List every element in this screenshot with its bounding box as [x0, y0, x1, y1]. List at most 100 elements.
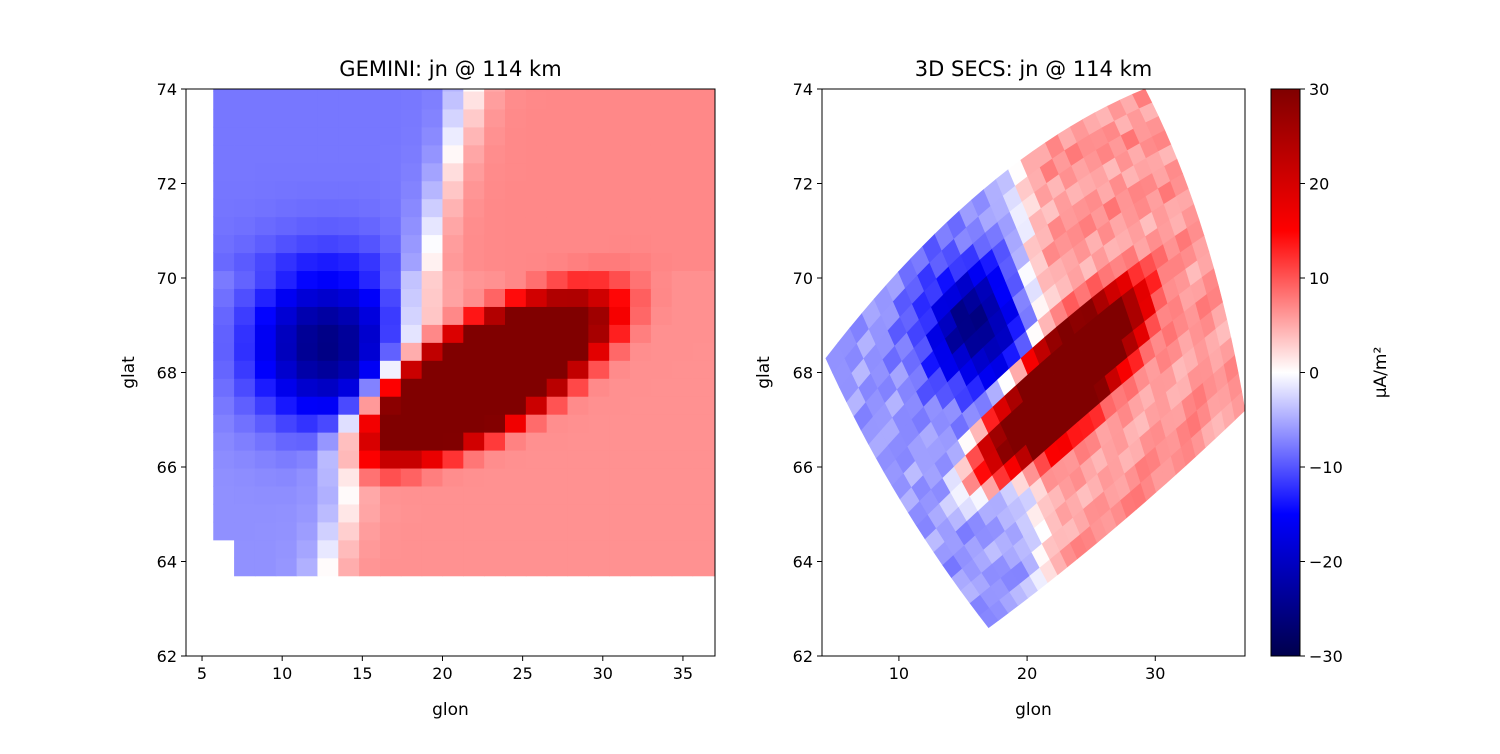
heatmap-cell — [400, 89, 423, 92]
heatmap-cell — [254, 396, 277, 415]
heatmap-cell — [421, 216, 444, 236]
heatmap-cell — [400, 360, 423, 379]
x-tick-label-gemini-30: 30 — [593, 664, 613, 683]
heatmap-cell — [442, 378, 464, 397]
heatmap-cell — [525, 432, 548, 451]
heatmap-cell — [463, 539, 485, 559]
heatmap-cell — [275, 234, 298, 254]
heatmap-cell — [505, 342, 527, 361]
heatmap-cell — [338, 144, 360, 164]
heatmap-cell — [296, 467, 319, 487]
heatmap-cell — [234, 396, 256, 415]
heatmap-cell — [525, 306, 548, 325]
heatmap-cell — [275, 539, 298, 559]
heatmap-cell — [254, 503, 277, 523]
heatmap-cell — [296, 521, 319, 541]
heatmap-cell — [505, 144, 527, 164]
heatmap-cell — [442, 126, 464, 146]
heatmap-cell — [400, 252, 423, 272]
y-axis-label-secs: glat — [754, 356, 774, 389]
heatmap-cell — [254, 90, 277, 110]
heatmap-cell — [275, 342, 298, 361]
heatmap-cell — [546, 126, 569, 146]
heatmap-cell — [484, 144, 506, 164]
heatmap-cell — [296, 414, 319, 433]
heatmap-cell — [505, 467, 527, 487]
heatmap-cell — [359, 144, 381, 164]
heatmap-cell — [588, 162, 610, 182]
heatmap-cell — [713, 342, 715, 361]
heatmap-cell — [338, 539, 360, 559]
heatmap-cell — [359, 503, 381, 523]
heatmap-cell — [213, 288, 235, 307]
heatmap-cell — [588, 449, 610, 469]
heatmap-cell — [275, 216, 298, 236]
heatmap-cell — [317, 288, 339, 307]
heatmap-cell — [692, 557, 714, 577]
heatmap-cell — [525, 234, 548, 254]
heatmap-cell — [671, 449, 694, 469]
heatmap-cell — [254, 198, 277, 218]
heatmap-cell — [630, 180, 652, 200]
heatmap-cell — [484, 449, 506, 469]
heatmap-cell — [609, 162, 631, 182]
y-tick-label-secs-68: 68 — [793, 364, 813, 383]
heatmap-cell — [338, 162, 360, 182]
heatmap-cell — [400, 521, 423, 541]
heatmap-cell — [296, 216, 319, 236]
heatmap-cell — [546, 342, 569, 361]
heatmap-cell — [317, 539, 339, 559]
heatmap-cell — [338, 180, 360, 200]
heatmap-cell — [254, 216, 277, 236]
heatmap-cell — [671, 396, 694, 415]
heatmap-cell — [338, 306, 360, 325]
heatmap-cell — [275, 557, 298, 577]
heatmap-cell — [525, 90, 548, 110]
heatmap-cell — [525, 503, 548, 523]
heatmap-cell — [296, 342, 319, 361]
heatmap-cell — [692, 342, 714, 361]
heatmap-cell — [671, 216, 694, 236]
heatmap-cell — [609, 414, 631, 433]
heatmap-cell — [359, 396, 381, 415]
heatmap-cell — [296, 432, 319, 451]
heatmap-cell — [609, 234, 631, 254]
heatmap-cell — [546, 144, 569, 164]
heatmap-cell — [546, 108, 569, 128]
heatmap-cell — [213, 306, 235, 325]
heatmap-cell — [567, 89, 589, 92]
heatmap-cell — [588, 467, 610, 487]
heatmap-cell — [338, 90, 360, 110]
y-tick-label-gemini-74: 74 — [157, 80, 177, 99]
heatmap-cell — [463, 396, 485, 415]
heatmap-cell — [692, 324, 714, 343]
heatmap-cell — [421, 270, 444, 289]
heatmap-cell — [213, 414, 235, 433]
heatmap-cell — [546, 89, 569, 92]
heatmap-cell — [379, 270, 402, 289]
x-tick-label-gemini-25: 25 — [512, 664, 532, 683]
heatmap-cell — [275, 288, 298, 307]
heatmap-cell — [234, 198, 256, 218]
heatmap-cell — [463, 360, 485, 379]
heatmap-cell — [317, 485, 339, 505]
heatmap-cell — [546, 432, 569, 451]
heatmap-cell — [525, 539, 548, 559]
heatmap-cell — [359, 414, 381, 433]
heatmap-cell — [379, 485, 402, 505]
heatmap-cell — [692, 432, 714, 451]
heatmap-cell — [359, 270, 381, 289]
heatmap-cell — [359, 90, 381, 110]
heatmap-cell — [379, 539, 402, 559]
heatmap-cell — [525, 324, 548, 343]
heatmap-cell — [254, 288, 277, 307]
heatmap-cell — [296, 539, 319, 559]
heatmap-cell — [234, 485, 256, 505]
heatmap-cell — [692, 252, 714, 272]
heatmap-cell — [505, 432, 527, 451]
heatmap-cell — [525, 467, 548, 487]
heatmap-cell — [317, 108, 339, 128]
heatmap-cell — [692, 378, 714, 397]
heatmap-cell — [525, 396, 548, 415]
heatmap-cell — [463, 180, 485, 200]
